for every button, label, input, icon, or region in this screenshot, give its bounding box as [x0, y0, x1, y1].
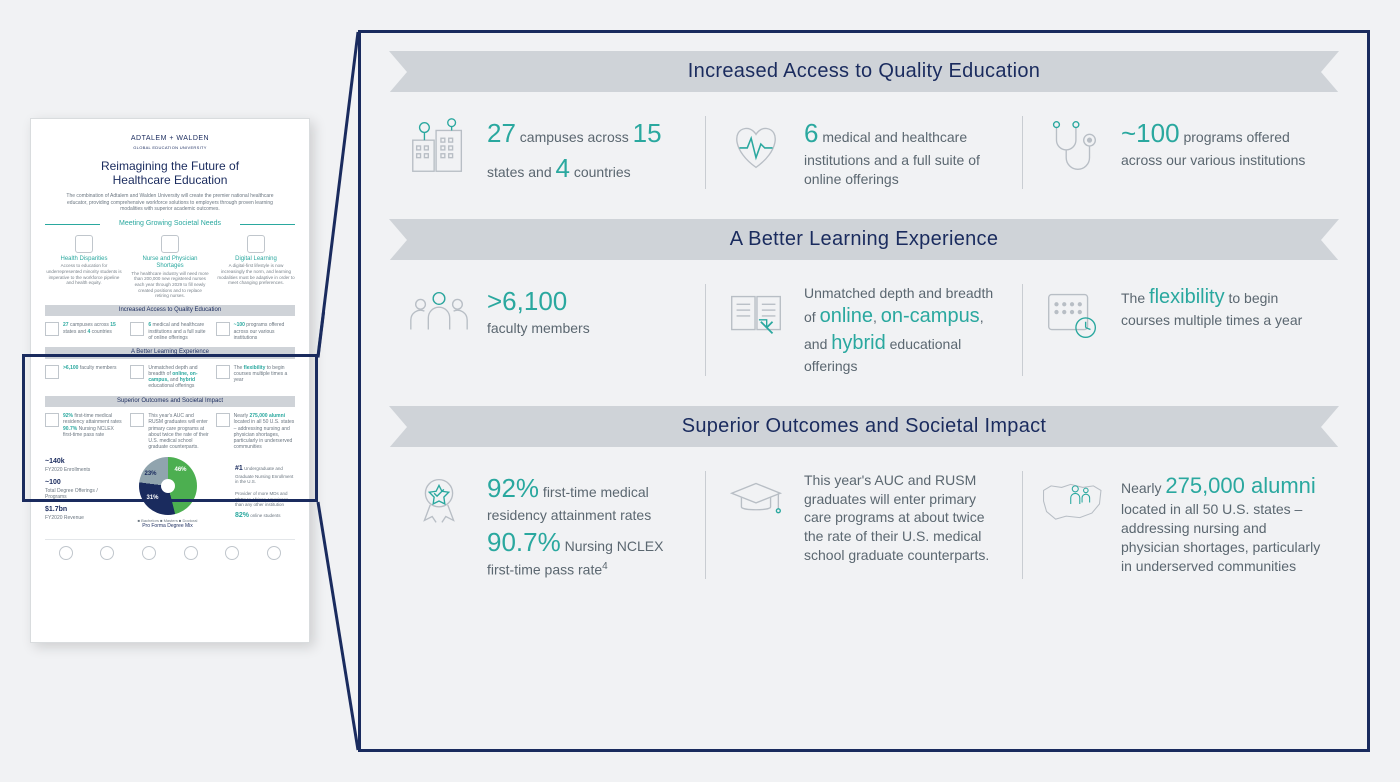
thumb-need-2: Nurse and Physician ShortagesThe healthc…	[131, 235, 209, 299]
num-100: ~100	[1121, 118, 1180, 148]
thumb-row-a: 27 campuses across 15 states and 4 count…	[45, 322, 295, 341]
thumb-need-3: Digital LearningA digital-first lifestyl…	[217, 235, 295, 299]
thumb-row-b: >6,100 faculty members Unmatched depth a…	[45, 365, 295, 390]
num-92: 92%	[487, 473, 539, 503]
thumb-logo: ADTALEM + WALDEN GLOBAL EDUCATION UNIVER…	[45, 135, 295, 153]
callout-panel: Increased Access to Quality Education	[358, 30, 1370, 752]
stat-faculty: >6,100 faculty members	[389, 284, 705, 376]
stat-campuses: 27 campuses across 15 states and 4 count…	[389, 116, 705, 189]
section-learning: A Better Learning Experience >6,100 facu…	[389, 219, 1339, 376]
thumb-intro: The combination of Adtalem and Walden Un…	[45, 193, 295, 212]
num-15: 15	[633, 118, 662, 148]
book-icon	[722, 284, 790, 344]
stat-primary-care: This year's AUC and RUSM graduates will …	[705, 471, 1022, 580]
thumb-ribbon-a: Increased Access to Quality Education	[45, 305, 295, 317]
connector-top	[317, 312, 326, 358]
thumb-section-needs: Meeting Growing Societal Needs	[45, 220, 295, 229]
gradcap-icon	[722, 471, 790, 531]
thumb-pie: 46% 31% 23%	[139, 457, 197, 515]
num-907: 90.7%	[487, 527, 561, 557]
ribbon-icon	[405, 471, 473, 531]
people-icon	[405, 284, 473, 344]
num-4: 4	[556, 153, 570, 183]
thumbnail-page: ADTALEM + WALDEN GLOBAL EDUCATION UNIVER…	[30, 118, 310, 643]
connector-top-2	[318, 28, 358, 356]
stat-alumni: Nearly 275,000 alumni located in all 50 …	[1022, 471, 1339, 580]
heart-icon	[722, 116, 790, 176]
thumb-footer-logos	[45, 539, 295, 560]
section-outcomes: Superior Outcomes and Societal Impact 92…	[389, 406, 1339, 580]
calendar-icon	[1039, 284, 1107, 344]
thumb-ribbon-b: A Better Learning Experience	[45, 347, 295, 359]
stethoscope-icon	[1039, 116, 1107, 176]
ribbon-access: Increased Access to Quality Education	[389, 51, 1339, 92]
ribbon-learning: A Better Learning Experience	[389, 219, 1339, 260]
thumb-need-1: Health DisparitiesAccess to education fo…	[45, 235, 123, 299]
section-access: Increased Access to Quality Education	[389, 51, 1339, 189]
stat-flexibility: The flexibility to begin courses multipl…	[1022, 284, 1339, 376]
thumb-title: Reimagining the Future ofHealthcare Educ…	[45, 159, 295, 188]
num-6100: >6,100	[487, 286, 567, 316]
num-6: 6	[804, 118, 818, 148]
thumb-ribbon-c: Superior Outcomes and Societal Impact	[45, 396, 295, 408]
stat-passrates: 92% first-time medical residency attainm…	[389, 471, 705, 580]
stat-modalities: Unmatched depth and breadth of online, o…	[705, 284, 1022, 376]
stat-institutions: 6 medical and healthcare institutions an…	[705, 116, 1022, 189]
stat-programs: ~100 programs offered across our various…	[1022, 116, 1339, 189]
ribbon-outcomes: Superior Outcomes and Societal Impact	[389, 406, 1339, 447]
num-27: 27	[487, 118, 516, 148]
thumb-row-c: 92% first-time medical residency attainm…	[45, 413, 295, 451]
map-icon	[1039, 471, 1107, 531]
thumb-stats-row: ~140kFY2020 Enrollments ~100Total Degree…	[45, 457, 295, 529]
num-275k: 275,000 alumni	[1165, 473, 1315, 498]
building-icon	[405, 116, 473, 176]
